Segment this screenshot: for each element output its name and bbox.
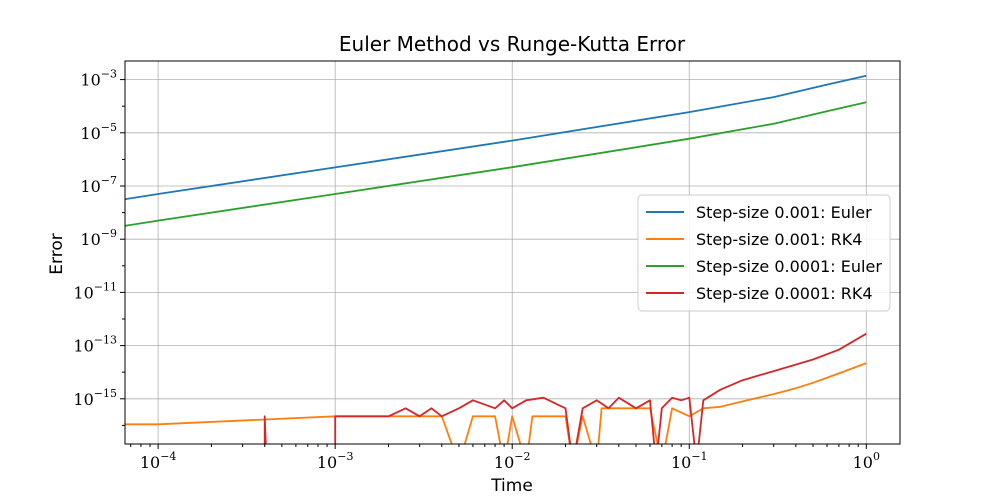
y-tick-label-base: 10	[73, 390, 93, 409]
y-tick-label-base: 10	[80, 71, 100, 90]
y-tick-label: 10−13	[73, 334, 117, 356]
legend-label: Step-size 0.0001: RK4	[696, 284, 873, 303]
x-tick-label-base: 10	[853, 453, 873, 472]
series-line-4	[263, 332, 867, 444]
y-tick-label-base: 10	[80, 124, 100, 143]
x-tick-label-exponent: −1	[691, 450, 707, 463]
x-tick-label-base: 10	[671, 453, 691, 472]
y-tick-label-base: 10	[80, 230, 100, 249]
x-tick-label: 10−2	[494, 450, 531, 472]
legend-label: Step-size 0.001: Euler	[696, 203, 872, 222]
y-tick-label-exponent: −13	[94, 334, 117, 347]
y-axis-label: Error	[47, 233, 67, 274]
y-tick-label-exponent: −9	[101, 227, 117, 240]
y-tick-label: 10−7	[80, 174, 117, 196]
y-tick-label-exponent: −3	[101, 68, 117, 81]
x-axis-label: Time	[490, 476, 533, 496]
x-tick-label: 10−4	[140, 450, 177, 472]
x-tick-label-base: 10	[317, 453, 337, 472]
y-tick-label-base: 10	[80, 177, 100, 196]
y-tick-label: 10−15	[73, 387, 117, 409]
grid-lines	[125, 61, 900, 444]
y-tick-label: 10−11	[73, 280, 117, 302]
legend-label: Step-size 0.001: RK4	[696, 230, 862, 249]
x-tick-label: 10−1	[671, 450, 708, 472]
y-tick-label-exponent: −5	[101, 121, 117, 134]
legend-label: Step-size 0.0001: Euler	[696, 257, 882, 276]
axis-ticks: 10−4 10−3 10−2 10−1 10010−1510−1310−1110−910…	[73, 68, 880, 472]
x-tick-label-exponent: −4	[160, 450, 176, 463]
y-tick-label: 10−5	[80, 121, 117, 143]
legend: Step-size 0.001: Euler Step-size 0.001: R…	[637, 194, 891, 312]
series-line-3	[125, 101, 867, 227]
plot-series	[125, 74, 867, 444]
series-line-2	[125, 362, 867, 444]
chart-title: Euler Method vs Runge-Kutta Error	[339, 32, 686, 56]
x-tick-label: 100	[853, 450, 880, 472]
y-tick-label: 10−3	[80, 68, 117, 90]
x-tick-label-exponent: 0	[873, 450, 880, 463]
y-tick-label-exponent: −11	[94, 280, 117, 293]
x-tick-label-base: 10	[494, 453, 514, 472]
y-tick-label: 10−9	[80, 227, 117, 249]
y-tick-label-base: 10	[73, 337, 93, 356]
y-tick-label-exponent: −15	[94, 387, 117, 400]
y-tick-label-exponent: −7	[101, 174, 117, 187]
x-tick-label-exponent: −3	[337, 450, 353, 463]
series-line-1	[125, 74, 867, 201]
y-tick-label-base: 10	[73, 283, 93, 302]
x-tick-label-exponent: −2	[514, 450, 530, 463]
x-tick-label-base: 10	[140, 453, 160, 472]
legend-box	[637, 194, 891, 312]
x-tick-label: 10−3	[317, 450, 354, 472]
